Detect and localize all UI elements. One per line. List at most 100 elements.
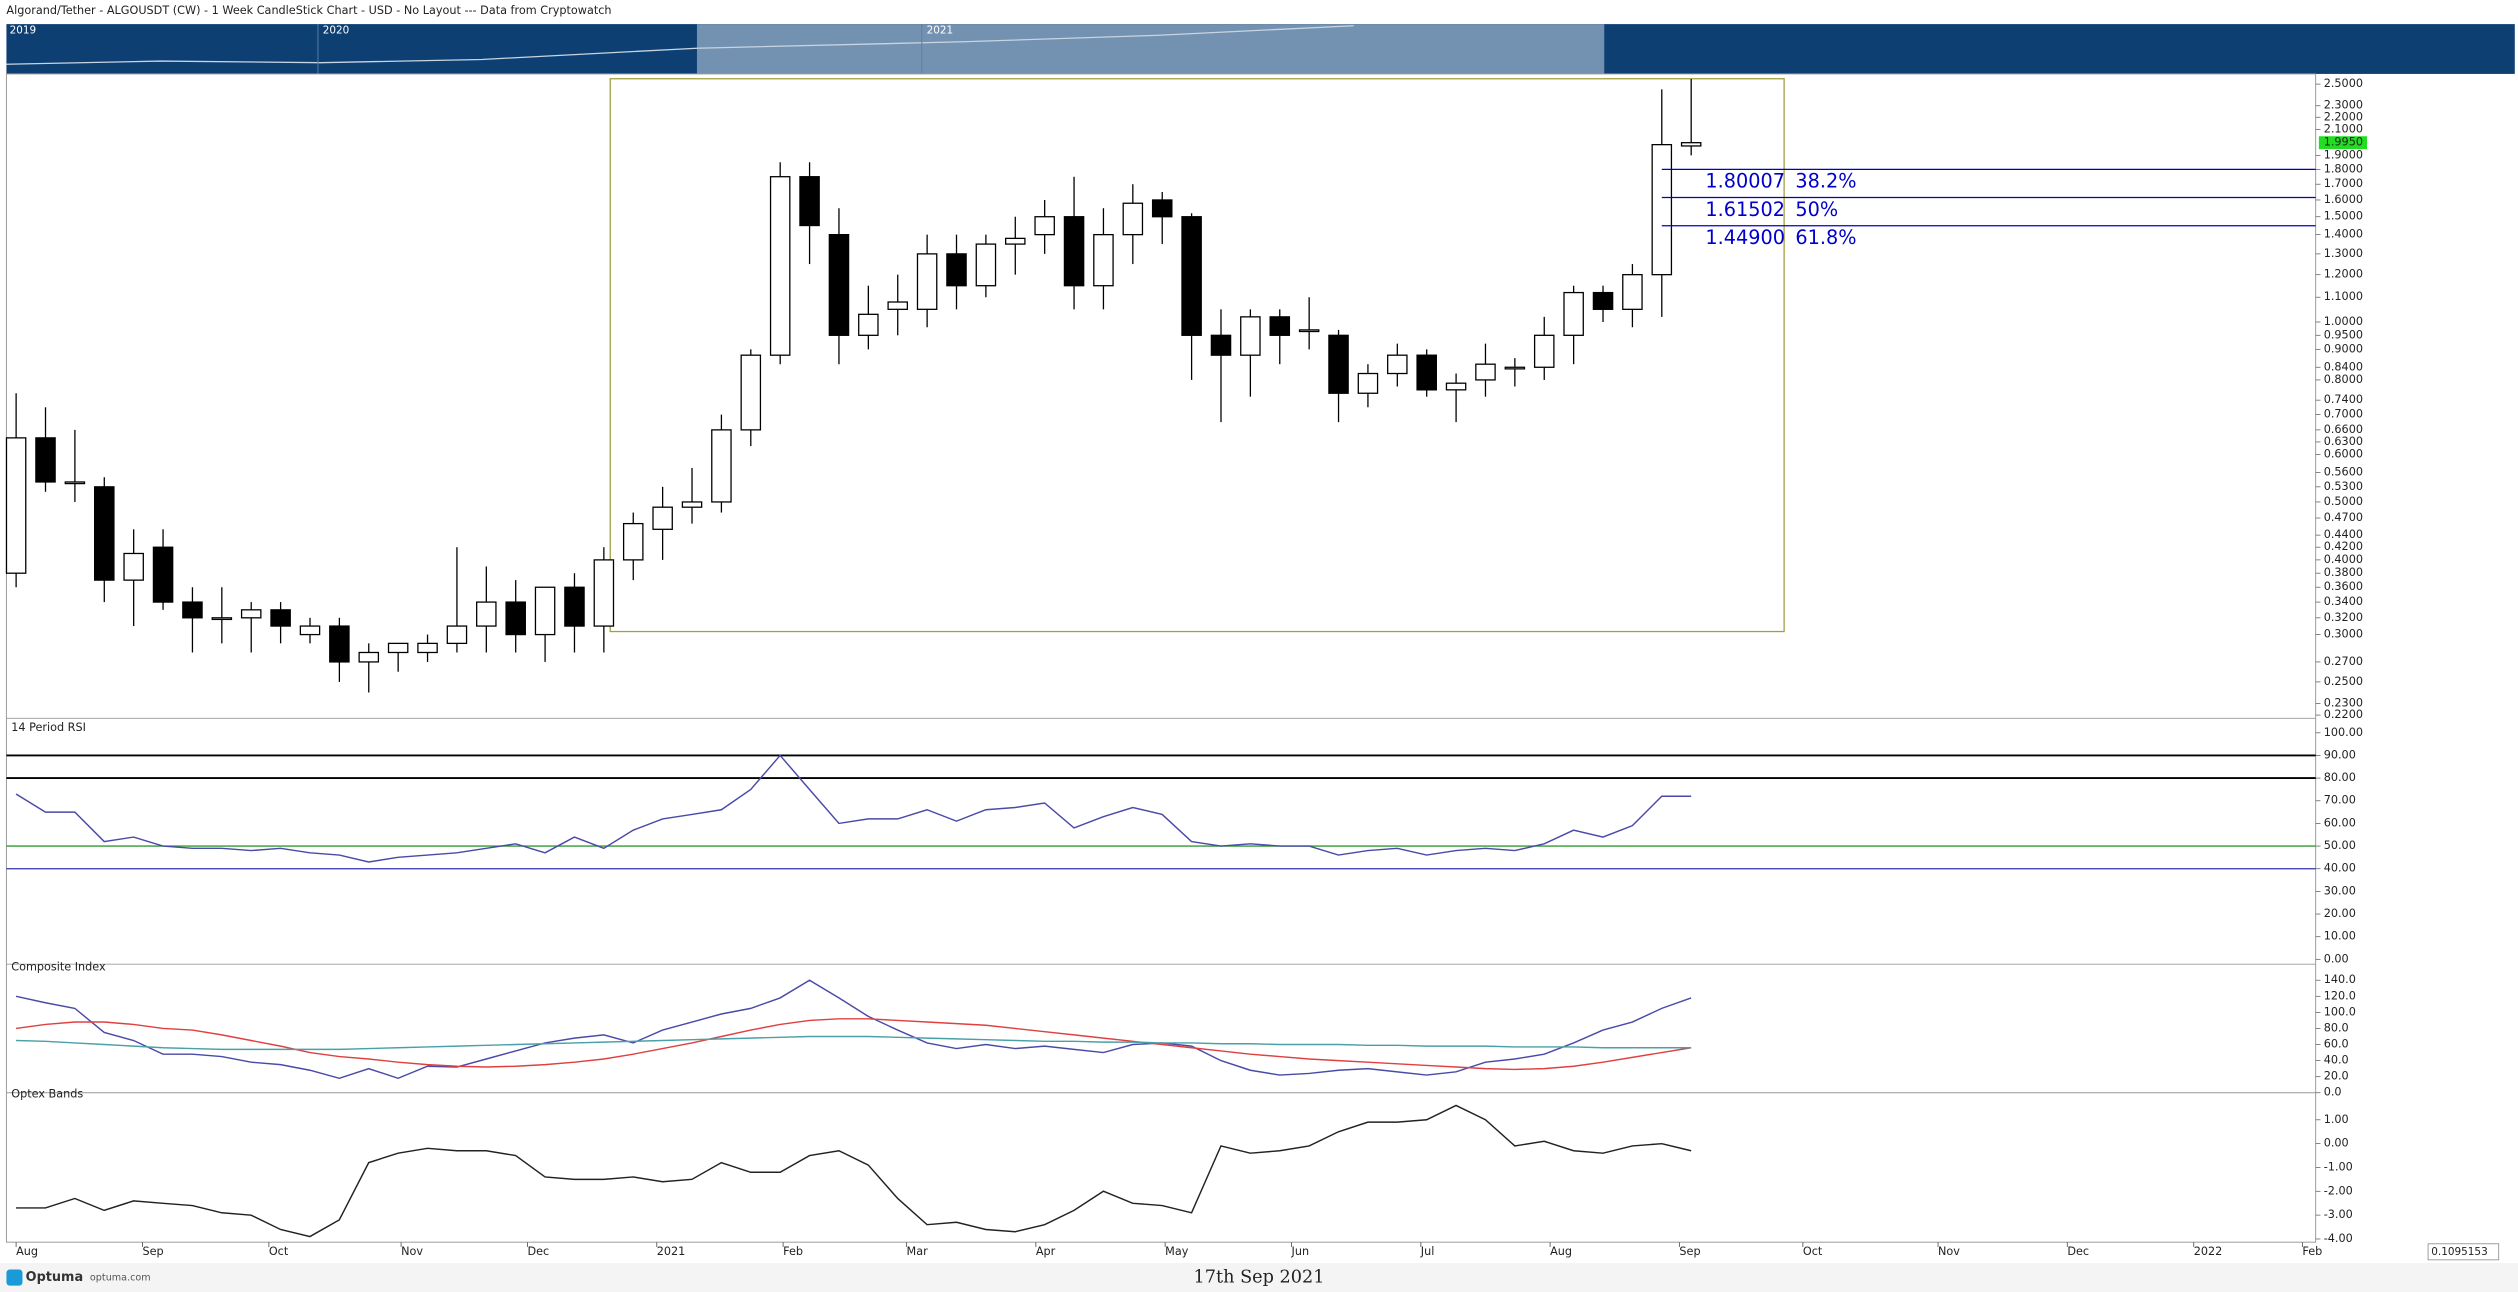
y-tick-label: 0.6600 xyxy=(2324,423,2363,436)
fib-percent: 50% xyxy=(1795,198,1838,221)
series-line xyxy=(15,754,1692,863)
y-tick-label: 80.0 xyxy=(2324,1021,2349,1034)
y-tick-label: 0.4700 xyxy=(2324,511,2363,524)
x-tick-label: Sep xyxy=(1679,1245,1700,1258)
candle-body xyxy=(887,301,909,310)
navigator-year: 2019 xyxy=(10,25,37,37)
y-tick-label: 2.1000 xyxy=(2324,122,2363,135)
candle-body xyxy=(975,243,997,287)
y-tick-label: 0.2300 xyxy=(2324,697,2363,710)
candle-body xyxy=(1504,366,1526,370)
y-tick-label: 80.00 xyxy=(2324,771,2356,784)
candle-body xyxy=(1563,291,1584,336)
y-tick-label: 40.00 xyxy=(2324,862,2356,875)
x-tick-label: 2022 xyxy=(2194,1245,2223,1258)
y-tick-label: 30.00 xyxy=(2324,884,2356,897)
x-tick-label: Apr xyxy=(1036,1245,1056,1258)
candle-body xyxy=(270,609,291,627)
fib-value: 1.80007 xyxy=(1705,170,1785,193)
y-tick-label: 100.00 xyxy=(2324,726,2363,739)
y-tick-label: 0.4000 xyxy=(2324,553,2363,566)
y-tick-label: 0.00 xyxy=(2324,952,2349,965)
candle-body xyxy=(64,481,86,485)
x-tick-label: Nov xyxy=(1938,1245,1960,1258)
panel-title: 14 Period RSI xyxy=(11,721,86,734)
y-tick-label: 10.00 xyxy=(2324,930,2356,943)
y-tick-label: 100.0 xyxy=(2324,1005,2356,1018)
candle-body xyxy=(299,625,321,636)
navigator-year: 2021 xyxy=(927,25,954,37)
candle-body xyxy=(1475,363,1496,381)
x-tick-label: Jul xyxy=(1420,1245,1435,1258)
candle-body xyxy=(240,609,262,619)
candle-body xyxy=(1592,291,1614,310)
y-tick-label: 0.2200 xyxy=(2324,708,2363,721)
candle-body xyxy=(799,176,820,227)
candle-body xyxy=(858,313,879,336)
fib-value: 1.61502 xyxy=(1705,198,1785,221)
x-tick-label: Oct xyxy=(1803,1245,1823,1258)
y-tick-label: 0.3800 xyxy=(2324,566,2363,579)
y-tick-label: 2.3000 xyxy=(2324,99,2363,112)
y-tick-label: 140.0 xyxy=(2324,973,2356,986)
x-tick-label: 2021 xyxy=(657,1245,686,1258)
candle-body xyxy=(769,176,791,356)
candle-body xyxy=(446,625,468,645)
profile-box xyxy=(609,78,1785,633)
y-tick-label: 0.4200 xyxy=(2324,540,2363,553)
x-tick-label: Oct xyxy=(269,1245,289,1258)
y-tick-label: 2.2000 xyxy=(2324,110,2363,123)
candle-body xyxy=(564,586,585,627)
candle-body xyxy=(1680,142,1702,147)
y-tick-label: 60.0 xyxy=(2324,1038,2349,1051)
plot-frame xyxy=(5,73,2317,1243)
y-tick-label: 1.9000 xyxy=(2324,148,2363,161)
brand: Optuma xyxy=(26,1270,83,1285)
candle-body xyxy=(94,486,115,581)
y-tick-label: 1.1000 xyxy=(2324,290,2363,303)
candle-body xyxy=(387,642,409,654)
x-tick-label: Sep xyxy=(142,1245,163,1258)
y-tick-label: 0.5000 xyxy=(2324,495,2363,508)
navigator-year: 2020 xyxy=(323,25,350,37)
window-title: Algorand/Tether - ALGOUSDT (CW) - 1 Week… xyxy=(6,4,611,17)
fib-value: 1.44900 xyxy=(1705,226,1785,249)
candle-body xyxy=(182,601,203,619)
fib-percent: 38.2% xyxy=(1795,170,1856,193)
y-tick-label: 0.6300 xyxy=(2324,435,2363,448)
navigator-line xyxy=(6,25,1354,65)
x-tick-label: Dec xyxy=(527,1245,549,1258)
x-tick-label: Feb xyxy=(2302,1245,2322,1258)
candle-body xyxy=(1445,382,1467,391)
y-tick-label: 0.00 xyxy=(2324,1137,2349,1150)
candle-body xyxy=(593,559,615,627)
candle-body xyxy=(358,651,380,663)
candle-body xyxy=(1181,216,1202,336)
brand-logo xyxy=(6,1269,23,1286)
candle-body xyxy=(329,625,350,663)
x-tick-label: Mar xyxy=(907,1245,929,1258)
y-tick-label: 0.9500 xyxy=(2324,328,2363,341)
series-line xyxy=(16,1035,1692,1051)
candle-body xyxy=(828,233,850,336)
chart-date: 17th Sep 2021 xyxy=(1194,1268,1325,1288)
candle-body xyxy=(1005,237,1026,245)
candle-body xyxy=(1651,144,1673,276)
candle-body xyxy=(1533,334,1555,368)
x-tick-label: Jun xyxy=(1291,1245,1310,1258)
navigator-selection[interactable] xyxy=(696,24,1605,74)
y-tick-label: 40.0 xyxy=(2324,1054,2349,1067)
candle-body xyxy=(123,552,144,581)
y-tick-label: -1.00 xyxy=(2324,1160,2353,1173)
candle-body xyxy=(946,253,967,287)
y-tick-label: 50.00 xyxy=(2324,839,2356,852)
candle-body xyxy=(1240,316,1261,356)
candle-body xyxy=(534,586,556,636)
candle-body xyxy=(1034,216,1055,236)
x-tick-label: Dec xyxy=(2067,1245,2089,1258)
brand-site: optuma.com xyxy=(90,1273,151,1284)
x-tick-label: May xyxy=(1165,1245,1189,1258)
